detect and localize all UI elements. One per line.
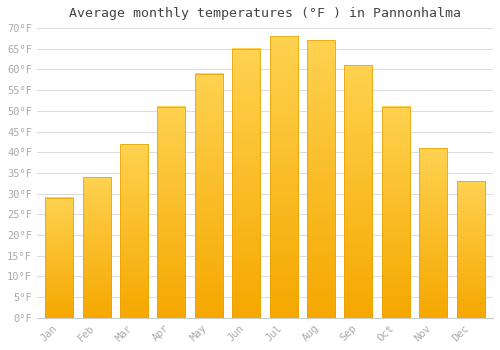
Bar (195, 74, 223, 318)
Bar (45, 198, 74, 318)
Bar (158, 107, 186, 318)
Bar (344, 65, 372, 318)
Bar (419, 148, 447, 318)
Bar (82, 177, 110, 318)
Bar (270, 36, 297, 318)
Bar (120, 144, 148, 318)
Bar (232, 49, 260, 318)
Bar (382, 107, 410, 318)
Bar (307, 41, 335, 318)
Title: Average monthly temperatures (°F ) in Pannonhalma: Average monthly temperatures (°F ) in Pa… (69, 7, 461, 20)
Bar (456, 181, 484, 318)
